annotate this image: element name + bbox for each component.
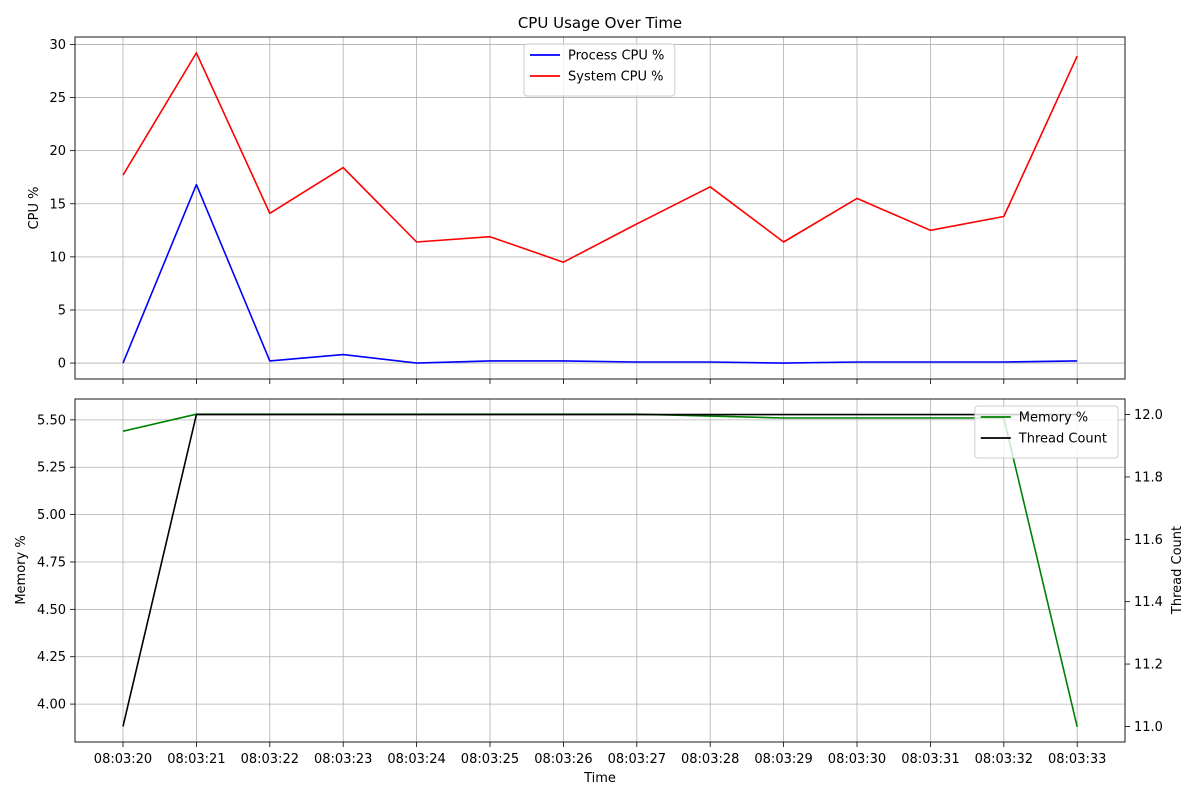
x-tick-label: 08:03:24 [387, 752, 445, 767]
legend-label: System CPU % [568, 70, 664, 85]
x-tick-label: 08:03:30 [828, 752, 886, 767]
y-tick-label: 15 [49, 197, 66, 212]
legend-label: Thread Count [1018, 432, 1107, 447]
x-axis-label: Time [583, 771, 616, 786]
x-tick-label: 08:03:31 [901, 752, 959, 767]
legend-label: Memory % [1019, 411, 1088, 426]
y-tick-label: 5.25 [37, 461, 66, 476]
series-line-process-cpu [122, 183, 1078, 364]
y-tick-label: 4.00 [37, 698, 66, 713]
x-tick-label: 08:03:33 [1048, 752, 1106, 767]
legend-box [974, 405, 1119, 459]
plot-frame [74, 398, 1126, 743]
y-tick-label: 4.50 [37, 603, 66, 618]
plot-frame [74, 36, 1126, 380]
x-tick-label: 08:03:29 [754, 752, 812, 767]
chart-title: CPU Usage Over Time [518, 14, 682, 32]
legend-label: Process CPU % [568, 49, 664, 64]
x-tick-label: 08:03:22 [241, 752, 299, 767]
y-tick-label: 5.50 [37, 413, 66, 428]
y-tick-label: 10 [49, 250, 66, 265]
legend: Memory % Thread Count [974, 405, 1119, 459]
series-line-thread-count [122, 413, 1078, 727]
bottom-y2-axis-label: Thread Count [1170, 526, 1185, 615]
y-tick-label: 4.25 [37, 650, 66, 665]
y2-tick-label: 11.6 [1134, 533, 1163, 548]
bottom-y-axis-label: Memory % [14, 535, 29, 604]
x-tick-label: 08:03:32 [975, 752, 1033, 767]
x-tick-label: 08:03:26 [534, 752, 592, 767]
x-tick-label: 08:03:23 [314, 752, 372, 767]
legend: Process CPU % System CPU % [523, 43, 676, 97]
legend-box [523, 43, 676, 97]
y-tick-label: 5 [58, 303, 66, 318]
y-tick-label: 0 [58, 357, 66, 372]
series-line-system-cpu [122, 52, 1078, 264]
y-tick-label: 5.00 [37, 508, 66, 523]
y-tick-label: 30 [49, 38, 66, 53]
bottom-plot-panel: 08:03:20 08:03:21 08:03:22 08:03:23 08:03:24… [37, 398, 1163, 767]
y2-tick-label: 11.2 [1134, 658, 1163, 673]
y2-tick-label: 11.8 [1134, 470, 1163, 485]
x-tick-label: 08:03:28 [681, 752, 739, 767]
y-tick-label: 20 [49, 144, 66, 159]
x-tick-label: 08:03:20 [94, 752, 152, 767]
top-plot-panel: 0 5 10 15 20 25 30 Process CPU % System CPU % [49, 36, 1126, 384]
x-tick-label: 08:03:27 [608, 752, 666, 767]
x-tick-label: 08:03:25 [461, 752, 519, 767]
y-tick-label: 4.75 [37, 555, 66, 570]
y2-tick-label: 11.4 [1134, 595, 1163, 610]
top-y-axis-label: CPU % [27, 187, 42, 230]
y-tick-label: 25 [49, 91, 66, 106]
y2-tick-label: 11.0 [1134, 720, 1163, 735]
y2-tick-label: 12.0 [1134, 408, 1163, 423]
x-tick-label: 08:03:21 [167, 752, 225, 767]
